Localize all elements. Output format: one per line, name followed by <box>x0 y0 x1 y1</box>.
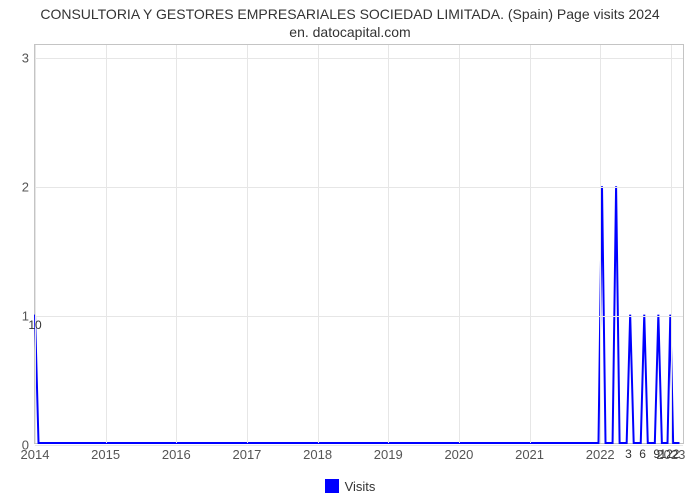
data-point-label: 3 <box>625 447 632 461</box>
gridline-vertical <box>600 45 601 443</box>
line-series <box>35 45 683 443</box>
series-line <box>35 186 679 443</box>
legend: Visits <box>0 479 700 494</box>
gridline-vertical <box>318 45 319 443</box>
gridline-vertical <box>247 45 248 443</box>
gridline-horizontal <box>35 316 683 317</box>
gridline-horizontal <box>35 445 683 446</box>
gridline-vertical <box>176 45 177 443</box>
gridline-vertical <box>459 45 460 443</box>
data-point-label: 10 <box>28 318 41 332</box>
gridline-horizontal <box>35 58 683 59</box>
plot-area: 2014201520162017201820192020202120222023… <box>34 44 684 444</box>
chart-title: CONSULTORIA Y GESTORES EMPRESARIALES SOC… <box>0 6 700 41</box>
y-tick-label: 3 <box>11 50 35 65</box>
data-point-label: 122 <box>659 447 679 461</box>
y-tick-label: 2 <box>11 179 35 194</box>
legend-label: Visits <box>345 479 376 494</box>
gridline-vertical <box>530 45 531 443</box>
legend-swatch <box>325 479 339 493</box>
gridline-vertical <box>671 45 672 443</box>
gridline-vertical <box>106 45 107 443</box>
gridline-vertical <box>388 45 389 443</box>
data-point-label: 6 <box>639 447 646 461</box>
y-tick-label: 0 <box>11 438 35 453</box>
chart-container: CONSULTORIA Y GESTORES EMPRESARIALES SOC… <box>0 0 700 500</box>
gridline-vertical <box>35 45 36 443</box>
gridline-horizontal <box>35 187 683 188</box>
